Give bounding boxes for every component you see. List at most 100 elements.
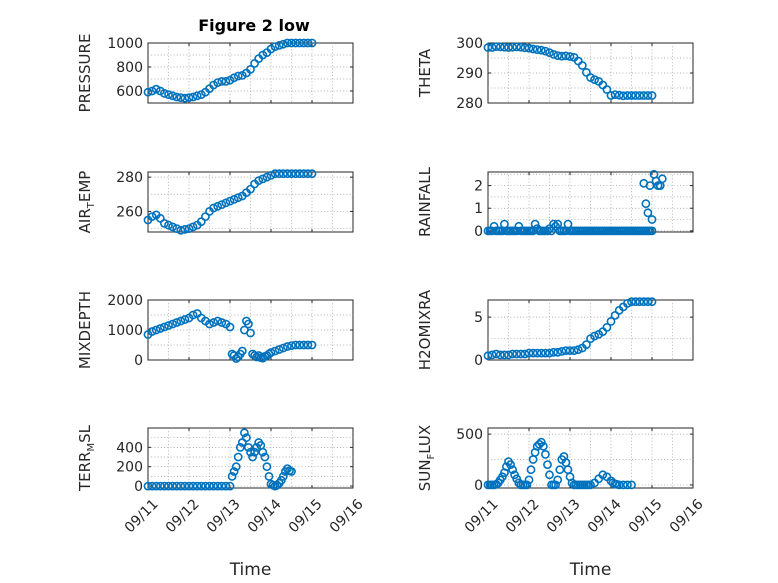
- data-point: [262, 172, 272, 182]
- data-point: [631, 297, 640, 307]
- data-point: [534, 439, 544, 449]
- data-point: [627, 297, 636, 307]
- data-point: [645, 181, 655, 190]
- data-point: [520, 349, 530, 359]
- data-point: [565, 52, 575, 61]
- data-point: [246, 447, 255, 457]
- data-point: [590, 331, 599, 341]
- data-point: [530, 219, 540, 229]
- data-point: [499, 42, 509, 52]
- data-point: [643, 297, 653, 307]
- series-points: [483, 169, 667, 236]
- data-point: [553, 347, 563, 357]
- series-points: [143, 38, 317, 103]
- data-point: [487, 226, 497, 236]
- data-point: [623, 91, 632, 100]
- data-point: [278, 39, 288, 49]
- y-tick-label: 280: [456, 96, 483, 112]
- data-point: [164, 90, 173, 99]
- data-point: [497, 472, 507, 482]
- figure-title: Figure 2 low: [198, 16, 310, 35]
- data-point: [192, 481, 202, 491]
- y-tick-label: 290: [456, 66, 483, 82]
- data-point: [184, 481, 194, 491]
- data-point: [303, 169, 313, 179]
- data-point: [512, 226, 522, 236]
- data-point: [483, 351, 493, 361]
- data-point: [291, 169, 300, 179]
- data-point: [168, 319, 177, 329]
- data-point: [307, 340, 317, 350]
- data-point: [524, 475, 534, 485]
- data-point: [266, 348, 276, 357]
- data-point: [614, 90, 624, 100]
- data-point: [543, 460, 552, 469]
- data-point: [246, 328, 255, 338]
- data-point: [172, 92, 182, 102]
- data-point: [278, 169, 288, 179]
- data-point: [282, 38, 292, 48]
- data-point: [549, 50, 558, 59]
- data-point: [483, 43, 493, 52]
- y-tick-label: 0: [134, 353, 143, 369]
- data-point: [217, 481, 227, 491]
- data-point: [172, 318, 182, 327]
- data-point: [557, 51, 567, 61]
- data-point: [606, 91, 616, 100]
- data-point: [155, 324, 165, 333]
- data-point: [282, 342, 292, 351]
- data-point: [561, 346, 571, 355]
- data-point: [176, 93, 186, 102]
- data-point: [151, 84, 161, 94]
- data-point: [487, 43, 497, 52]
- data-point: [262, 462, 272, 472]
- data-point: [172, 481, 182, 491]
- data-point: [168, 481, 177, 491]
- data-point: [647, 226, 657, 236]
- data-point: [274, 41, 284, 50]
- data-point: [213, 78, 223, 87]
- data-point: [504, 43, 513, 52]
- data-point: [200, 481, 210, 491]
- data-point: [241, 433, 251, 443]
- data-point: [602, 322, 612, 332]
- x-tick-label: 09/16: [327, 496, 367, 536]
- data-point: [159, 322, 169, 332]
- data-point: [541, 348, 550, 358]
- data-point: [188, 222, 198, 232]
- data-point: [522, 480, 532, 490]
- series-points: [143, 169, 317, 235]
- data-point: [295, 340, 305, 350]
- x-tick-label: 09/13: [204, 496, 244, 536]
- data-point: [225, 481, 235, 491]
- data-point: [239, 428, 249, 438]
- data-point: [647, 297, 657, 307]
- data-point: [614, 480, 624, 490]
- data-point: [209, 203, 218, 213]
- data-point: [573, 345, 583, 355]
- data-point: [524, 348, 534, 358]
- data-point: [235, 442, 245, 452]
- plot-area: [147, 171, 354, 233]
- y-axis-label: H2OMIXRA: [416, 289, 434, 370]
- y-tick-label: 2000: [107, 293, 143, 309]
- x-tick-label: 09/11: [462, 496, 502, 536]
- data-point: [631, 91, 640, 100]
- data-point: [495, 350, 505, 360]
- data-point: [647, 91, 657, 100]
- data-point: [164, 321, 173, 330]
- data-point: [508, 465, 517, 475]
- data-point: [196, 481, 206, 491]
- data-point: [180, 481, 190, 491]
- data-point: [590, 75, 599, 84]
- y-tick-label: 400: [116, 440, 143, 456]
- data-point: [541, 46, 550, 56]
- data-point: [623, 298, 632, 308]
- data-point: [159, 481, 169, 491]
- data-point: [168, 91, 177, 101]
- data-point: [299, 38, 309, 48]
- data-point: [243, 319, 253, 329]
- y-axis-label: AIRTEMP: [76, 171, 97, 234]
